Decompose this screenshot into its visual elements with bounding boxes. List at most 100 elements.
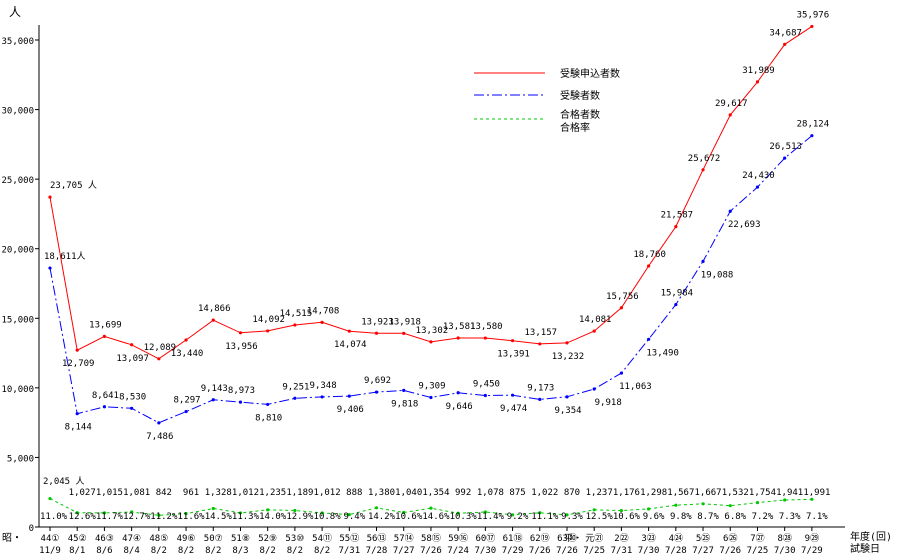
y-tick-label: 25,000 bbox=[1, 176, 34, 186]
data-point bbox=[48, 496, 52, 501]
data-point bbox=[728, 209, 732, 213]
data-point bbox=[619, 371, 624, 375]
data-label-examinees: 9,348 bbox=[310, 381, 337, 391]
data-label-passers: 1,941 bbox=[776, 488, 803, 498]
data-label-passers: 1,354 bbox=[422, 488, 449, 498]
data-point bbox=[157, 357, 161, 361]
data-point bbox=[456, 511, 460, 515]
data-point bbox=[402, 510, 406, 515]
x-tick-year: 8㉘ bbox=[777, 533, 791, 544]
data-label-passers: 992 bbox=[455, 488, 471, 498]
data-point bbox=[674, 302, 678, 307]
data-point bbox=[320, 395, 324, 399]
data-label-applicants: 14,708 bbox=[307, 306, 340, 316]
x-tick-year: 58⑮ bbox=[421, 533, 441, 544]
data-label-pass-rate: 11.4% bbox=[477, 512, 505, 522]
data-point bbox=[647, 264, 651, 268]
data-label-applicants: 13,581 bbox=[443, 322, 476, 332]
data-label-passers: 1,298 bbox=[640, 488, 667, 498]
data-label-applicants: 31,989 bbox=[742, 66, 775, 76]
y-axis-labels: 0 5,000 10,000 15,000 20,000 25,000 30,000 35,0… bbox=[1, 37, 34, 534]
data-label-examinees: 8,144 bbox=[65, 423, 92, 433]
data-point bbox=[320, 511, 324, 515]
data-label-passers: 888 bbox=[346, 488, 362, 498]
data-label-examinees: 24,430 bbox=[742, 171, 775, 181]
data-point bbox=[674, 225, 678, 229]
data-point bbox=[810, 24, 814, 29]
data-label-passers: 1,667 bbox=[694, 488, 721, 498]
x-tick-date: 7/30 bbox=[774, 546, 796, 556]
data-label-pass-rate: 11.6% bbox=[178, 512, 206, 522]
data-label-applicants: 13,302 bbox=[416, 326, 449, 336]
x-tick-date: 7/31 bbox=[611, 546, 633, 556]
data-point bbox=[565, 395, 569, 399]
x-tick-date: 7/27 bbox=[692, 546, 714, 556]
data-label-pass-rate: 7.3% bbox=[779, 512, 801, 522]
data-label-applicants: 13,157 bbox=[525, 328, 558, 338]
data-label-applicants: 21,587 bbox=[661, 211, 694, 221]
y-axis-unit: 人 bbox=[9, 5, 21, 19]
x-tick-date: 7/30 bbox=[638, 546, 660, 556]
data-point bbox=[728, 113, 732, 117]
x-tick-date: 7/28 bbox=[366, 546, 388, 556]
series-line-3 bbox=[49, 498, 812, 516]
x-tick-date: 8/6 bbox=[96, 546, 112, 556]
x-tick-year: 元㉑ bbox=[585, 533, 603, 544]
data-point bbox=[456, 336, 460, 340]
data-point bbox=[592, 387, 596, 391]
data-label-passers: 1,991 bbox=[803, 488, 830, 498]
y-tick-label: 35,000 bbox=[1, 37, 34, 47]
data-label-pass-rate: 14.0% bbox=[259, 512, 287, 522]
data-label-examinees: 9,251 bbox=[282, 382, 309, 392]
data-label-applicants: 14,515 bbox=[280, 309, 313, 319]
y-tick-label: 20,000 bbox=[1, 246, 34, 256]
x-tick-date: 8/3 bbox=[232, 546, 248, 556]
data-label-applicants: 14,074 bbox=[334, 340, 367, 350]
y-tick-label: 10,000 bbox=[1, 385, 34, 395]
data-label-passers: 1,015 bbox=[96, 488, 123, 498]
data-point bbox=[130, 343, 134, 347]
data-point bbox=[184, 512, 188, 516]
data-point bbox=[102, 511, 107, 515]
data-label-pass-rate: 12.5% bbox=[586, 512, 614, 522]
data-label-passers: 1,754 bbox=[749, 488, 776, 498]
x-axis-labels: 44① 11/9 45② 8/1 46③ 8/6 47④ 8/4 48⑤ 8/2 49⑥ 8/2 50⑦… bbox=[39, 533, 823, 556]
data-point bbox=[619, 509, 624, 513]
x-tick-year: 63⑳ bbox=[557, 533, 577, 544]
x-tick-date: 8/2 bbox=[151, 546, 167, 556]
x-tick-year: 56⑬ bbox=[367, 533, 387, 544]
x-tick-year: 3㉓ bbox=[641, 533, 655, 544]
data-point bbox=[184, 409, 188, 414]
x-tick-date: 8/2 bbox=[178, 546, 194, 556]
data-label-pass-rate: 12.9% bbox=[286, 512, 314, 522]
x-tick-year: 61⑱ bbox=[503, 533, 523, 544]
data-label-pass-rate: 9.2% bbox=[507, 512, 529, 522]
data-point bbox=[510, 393, 515, 397]
data-label-applicants: 13,923 bbox=[361, 317, 394, 327]
data-point bbox=[157, 513, 161, 517]
data-label-pass-rate: 9.8% bbox=[670, 512, 692, 522]
data-label-examinees: 9,692 bbox=[364, 376, 391, 386]
data-label-examinees: 22,693 bbox=[728, 220, 761, 230]
data-label-applicants: 35,976 bbox=[797, 10, 830, 20]
data-label-passers: 875 bbox=[509, 488, 525, 498]
series-lines bbox=[49, 25, 813, 516]
series-points bbox=[48, 24, 814, 517]
data-point bbox=[102, 334, 107, 338]
x-tick-year: 60⑰ bbox=[475, 533, 495, 544]
x-tick-year: 9㉙ bbox=[805, 533, 819, 544]
x-tick-year: 54⑪ bbox=[312, 533, 332, 544]
data-label-pass-rate: 10.8% bbox=[314, 512, 342, 522]
x-tick-date: 8/2 bbox=[260, 546, 276, 556]
x-tick-date: 7/26 bbox=[719, 546, 741, 556]
data-point bbox=[810, 497, 814, 501]
data-label-pass-rate: 10.6% bbox=[395, 512, 423, 522]
x-tick-year: 2㉒ bbox=[614, 533, 628, 544]
data-label-passers: 1,532 bbox=[722, 488, 749, 498]
data-label-pass-rate: 10.6% bbox=[613, 512, 641, 522]
data-point bbox=[320, 320, 324, 324]
legend-label-examinees: 受験者数 bbox=[560, 89, 600, 102]
data-point bbox=[75, 348, 79, 352]
data-label-passers: 1,040 bbox=[395, 488, 422, 498]
